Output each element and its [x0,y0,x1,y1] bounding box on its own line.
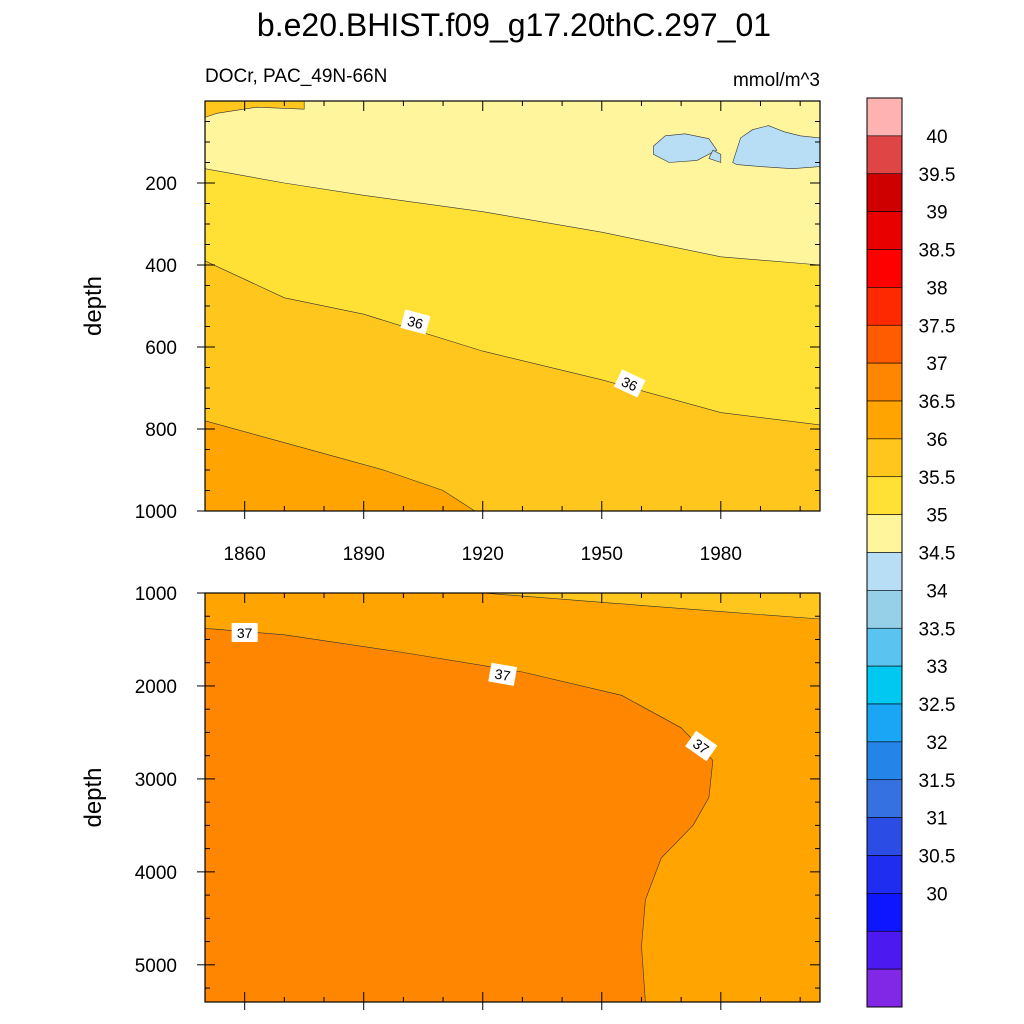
contour-label: 36 [400,309,431,335]
colorbar-swatch [866,930,903,970]
colorbar-label: 30 [926,884,947,905]
colorbar-swatch [866,400,903,440]
colorbar-label: 39 [926,203,947,224]
contour-region [653,133,718,163]
colorbar-label: 32.5 [919,695,956,716]
y-tick-label: 1000 [135,584,177,605]
colorbar-label: 31 [926,809,947,830]
x-tick-label: 1980 [700,544,742,565]
colorbar-label: 33 [926,657,947,678]
svg-text:37: 37 [237,625,253,641]
upper-panel: 1860 1890 1920 1950 1980 200 400 600 800 1000 dept… [80,100,821,565]
lower-panel: 1000 2000 3000 4000 5000 depth 37 37 37 [80,584,821,1010]
y-tick-label: 200 [145,174,177,195]
svg-text:36: 36 [619,373,640,394]
y-tick-label: 400 [145,256,177,277]
contour-region [205,627,714,1002]
x-tick-label: 1860 [224,544,266,565]
y-axis-label: depth [80,767,107,827]
colorbar-swatch [866,968,903,1008]
colorbar-label: 35.5 [919,468,956,489]
colorbar-label: 36 [926,430,947,451]
colorbar-swatch [866,211,903,250]
colorbar-swatch [866,817,903,856]
colorbar-swatch [866,779,903,818]
y-tick-label: 800 [145,420,177,441]
colorbar-label: 34.5 [919,544,956,565]
x-tick-label: 1890 [343,544,385,565]
colorbar-swatch [866,173,903,212]
contour-label: 36 [613,369,646,398]
colorbar-swatch [866,514,903,553]
colorbar-label: 34 [926,581,948,602]
colorbar-swatch [866,476,903,515]
colorbar-swatch [866,438,903,478]
y-tick-label: 1000 [135,502,177,523]
contour-region [708,149,722,163]
contour-region [732,125,820,170]
colorbar-swatch [866,97,903,137]
colorbar-swatch [866,552,903,591]
plot-frame [204,592,821,1003]
y-tick-label: 3000 [135,770,177,791]
colorbar-label: 31.5 [919,771,956,792]
contour-region [205,420,476,511]
colorbar-swatch [866,135,903,175]
contour-label: 37 [231,622,258,642]
units-label: mmol/m^3 [733,70,820,91]
colorbar-label: 38 [926,278,947,299]
colorbar-label: 36.5 [919,392,956,413]
colorbar-swatch [866,287,903,326]
colorbar-label: 32 [926,733,947,754]
chart-title: b.e20.BHIST.f09_g17.20thC.297_01 [257,7,771,43]
y-axis-label: depth [80,276,107,336]
svg-text:36: 36 [406,313,425,333]
colorbar-swatch [866,893,903,932]
colorbar-label: 33.5 [919,619,956,640]
x-tick-label: 1950 [581,544,623,565]
colorbar-label: 40 [926,127,947,148]
y-tick-label: 600 [145,338,177,359]
y-tick-label: 4000 [135,863,177,884]
colorbar-swatch [866,249,903,288]
colorbar-swatch [866,590,903,629]
contour-region [482,593,820,620]
contour-label: 37 [488,662,518,686]
colorbar-swatch [866,703,903,743]
colorbar-label: 37 [926,354,947,375]
colorbar-label: 35 [926,506,947,527]
colorbar-swatch [866,741,903,781]
colorbar-swatch [866,362,903,402]
colorbar-label: 30.5 [919,847,956,868]
variable-label: DOCr, PAC_49N-66N [205,66,387,87]
y-tick-label: 5000 [135,956,177,977]
colorbar-swatch [866,324,903,364]
colorbar-label: 37.5 [919,316,956,337]
y-tick-label: 2000 [135,677,177,698]
colorbar-swatch [866,627,903,667]
contour-region [205,101,305,118]
colorbar-swatch [866,665,903,705]
colorbar-swatch [866,855,903,894]
svg-text:37: 37 [494,666,512,684]
colorbar-label: 38.5 [919,241,956,262]
contour-label: 37 [685,730,718,762]
colorbar: 40 39.5 39 38.5 38 37.5 37 36.5 36 35.5 35 34.5 34 33… [866,97,956,1008]
x-tick-label: 1920 [462,544,504,565]
colorbar-label: 39.5 [919,165,956,186]
